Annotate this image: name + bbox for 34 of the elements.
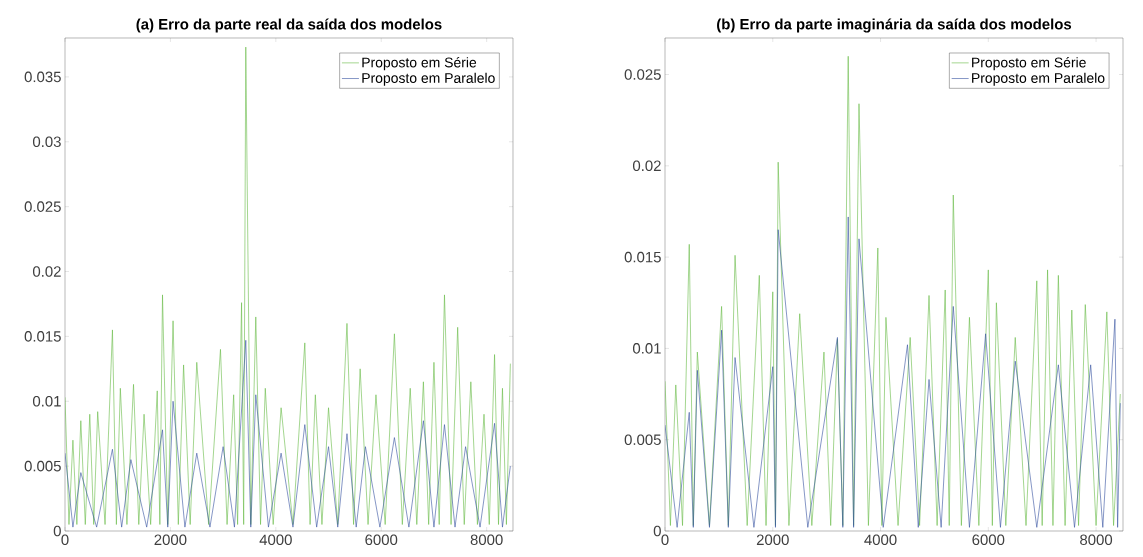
legend-label: Proposto em Paralelo: [362, 72, 495, 86]
x-tick-label: 0: [61, 534, 69, 546]
y-tick-label: 0.005: [624, 434, 661, 445]
y-tick-label: 0.02: [32, 266, 61, 277]
line-series: [65, 46, 511, 525]
chart-title: (a) Erro da parte real da saída dos modelos: [136, 18, 442, 33]
y-tick-label: 0.015: [24, 331, 61, 342]
legend-label: Proposto em Paralelo: [972, 72, 1105, 86]
y-tick-label: 0.035: [24, 71, 61, 83]
x-tick-label: 4000: [259, 534, 292, 546]
y-tick-label: 0.025: [24, 201, 61, 212]
legend-label: Proposto em Série: [972, 56, 1086, 71]
y-tick-label: 0: [653, 525, 661, 537]
y-tick-label: 0.03: [32, 136, 61, 148]
x-tick-label: 0: [661, 534, 669, 546]
x-tick-label: 6000: [972, 534, 1005, 546]
x-tick-label: 4000: [864, 534, 897, 546]
x-tick-label: 8000: [470, 534, 503, 546]
y-tick-label: 0.02: [632, 160, 661, 172]
chart-title: (b) Erro da parte imaginária da saída dos modelos: [717, 18, 1072, 33]
x-tick-label: 6000: [365, 534, 398, 546]
line-series: [65, 339, 511, 528]
y-tick-label: 0.015: [624, 251, 661, 263]
y-tick-label: 0.01: [32, 395, 61, 407]
x-tick-label: 2000: [154, 534, 187, 546]
y-tick-label: 0.01: [632, 343, 661, 354]
line-series: [665, 216, 1121, 528]
y-tick-label: 0.005: [24, 460, 61, 472]
legend-label: Proposto em Série: [362, 56, 477, 71]
y-tick-label: 0.025: [624, 69, 661, 80]
x-tick-label: 8000: [1080, 534, 1113, 546]
x-tick-label: 2000: [756, 534, 789, 546]
line-series: [665, 55, 1121, 526]
y-tick-label: 0: [53, 525, 61, 537]
